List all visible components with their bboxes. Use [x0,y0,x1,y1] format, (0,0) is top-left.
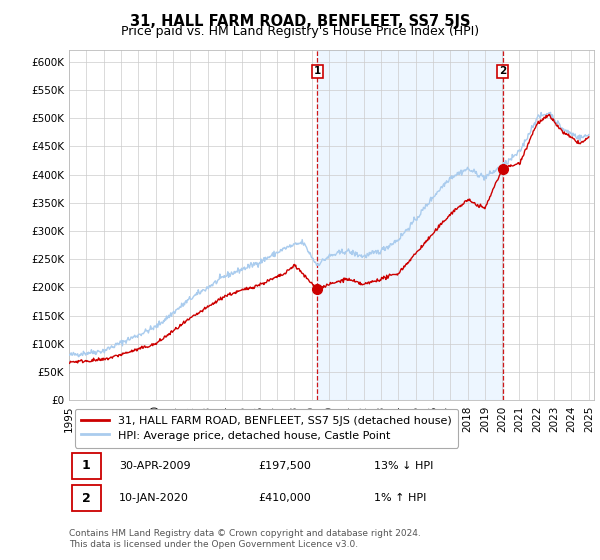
Text: 2: 2 [499,67,506,76]
Text: £410,000: £410,000 [258,493,311,503]
Text: 31, HALL FARM ROAD, BENFLEET, SS7 5JS: 31, HALL FARM ROAD, BENFLEET, SS7 5JS [130,14,470,29]
Text: 2: 2 [82,492,91,505]
Text: 10-JAN-2020: 10-JAN-2020 [119,493,189,503]
Text: £197,500: £197,500 [258,461,311,471]
Text: 13% ↓ HPI: 13% ↓ HPI [373,461,433,471]
Legend: 31, HALL FARM ROAD, BENFLEET, SS7 5JS (detached house), HPI: Average price, deta: 31, HALL FARM ROAD, BENFLEET, SS7 5JS (d… [74,409,458,447]
Bar [71,453,101,479]
Text: Price paid vs. HM Land Registry's House Price Index (HPI): Price paid vs. HM Land Registry's House … [121,25,479,38]
Text: 30-APR-2009: 30-APR-2009 [119,461,191,471]
Text: 1: 1 [82,459,91,473]
Bar [317,50,503,400]
Bar [71,486,101,511]
Text: Contains HM Land Registry data © Crown copyright and database right 2024.
This d: Contains HM Land Registry data © Crown c… [69,529,421,549]
Text: 1: 1 [314,67,321,76]
Text: 1% ↑ HPI: 1% ↑ HPI [373,493,426,503]
